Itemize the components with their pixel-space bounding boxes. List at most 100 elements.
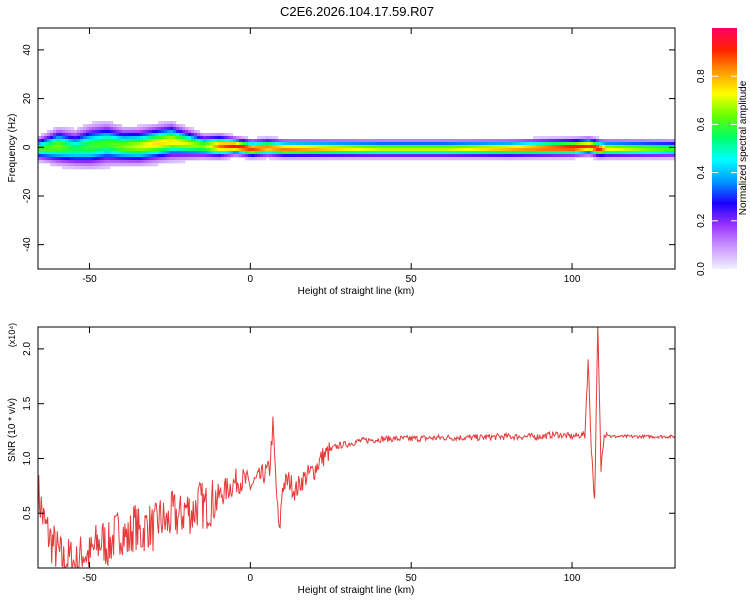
heatmap-cell xyxy=(527,139,531,143)
heatmap-cell xyxy=(392,157,396,161)
heatmap-cell xyxy=(218,157,222,161)
heatmap-cell xyxy=(260,148,264,152)
heatmap-cell xyxy=(593,157,597,161)
heatmap-cell xyxy=(377,148,381,152)
heatmap-cell xyxy=(341,151,345,155)
heatmap-cell xyxy=(164,130,168,134)
heatmap-cell xyxy=(194,151,198,155)
heatmap-cell xyxy=(230,148,234,152)
heatmap-cell xyxy=(524,139,528,143)
heatmap-cell xyxy=(56,133,60,137)
heatmap-cell xyxy=(530,145,534,149)
heatmap-cell xyxy=(518,142,522,146)
heatmap-cell xyxy=(602,151,606,155)
heatmap-cell xyxy=(449,151,453,155)
heatmap-cell xyxy=(344,139,348,143)
heatmap-cell xyxy=(542,157,546,161)
heatmap-cell xyxy=(530,148,534,152)
snr-frame xyxy=(37,326,676,569)
heatmap-cell xyxy=(95,130,99,134)
heatmap-cell xyxy=(434,154,438,158)
heatmap-cell xyxy=(344,148,348,152)
heatmap-cell xyxy=(623,142,627,146)
heatmap-cell xyxy=(311,148,315,152)
heatmap-cell xyxy=(77,157,81,161)
heatmap-cell xyxy=(167,151,171,155)
heatmap-cell xyxy=(536,157,540,161)
heatmap-cell xyxy=(269,142,273,146)
heatmap-cell xyxy=(338,145,342,149)
heatmap-cell xyxy=(86,166,90,170)
heatmap-cell xyxy=(161,121,165,125)
heatmap-cell xyxy=(608,142,612,146)
heatmap-cell xyxy=(227,145,231,149)
heatmap-cell xyxy=(107,121,111,125)
heatmap-cell xyxy=(557,139,561,143)
heatmap-cell xyxy=(584,145,588,149)
heatmap-cell xyxy=(320,157,324,161)
heatmap-cell xyxy=(119,163,123,167)
heatmap-cell xyxy=(299,148,303,152)
heatmap-cell xyxy=(41,160,45,164)
heatmap-cell xyxy=(53,130,57,134)
heatmap-cell xyxy=(431,145,435,149)
heatmap-cell xyxy=(575,148,579,152)
heatmap-cell xyxy=(452,151,456,155)
heatmap-cell xyxy=(461,154,465,158)
heatmap-cell xyxy=(449,145,453,149)
heatmap-cell xyxy=(464,139,468,143)
heatmap-cell xyxy=(533,136,537,140)
heatmap-cell xyxy=(110,130,114,134)
heatmap-cell xyxy=(410,145,414,149)
heatmap-cell xyxy=(161,160,165,164)
heatmap-cell xyxy=(332,151,336,155)
heatmap-cell xyxy=(221,151,225,155)
heatmap-cell xyxy=(245,145,249,149)
heatmap-cell xyxy=(425,154,429,158)
heatmap-cell xyxy=(152,151,156,155)
heatmap-cell xyxy=(527,151,531,155)
heatmap-cell xyxy=(365,148,369,152)
heatmap-cell xyxy=(419,151,423,155)
heatmap-cell xyxy=(221,142,225,146)
heatmap-cell xyxy=(122,160,126,164)
heatmap-cell xyxy=(218,142,222,146)
heatmap-cell xyxy=(95,133,99,137)
heatmap-cell xyxy=(263,154,267,158)
heatmap-cell xyxy=(158,121,162,125)
heatmap-cell xyxy=(308,142,312,146)
heatmap-cell xyxy=(539,145,543,149)
heatmap-cell xyxy=(203,148,207,152)
heatmap-cell xyxy=(326,157,330,161)
x-tick-label: -50 xyxy=(82,274,97,285)
heatmap-cell xyxy=(353,142,357,146)
heatmap-cell xyxy=(194,148,198,152)
heatmap-cell xyxy=(371,139,375,143)
heatmap-cell xyxy=(86,133,90,137)
heatmap-cell xyxy=(566,148,570,152)
heatmap-cell xyxy=(344,154,348,158)
heatmap-cell xyxy=(230,145,234,149)
heatmap-cell xyxy=(191,151,195,155)
heatmap-cell xyxy=(194,133,198,137)
heatmap-cell xyxy=(569,151,573,155)
heatmap-cell xyxy=(602,142,606,146)
heatmap-cell xyxy=(275,139,279,143)
heatmap-cell xyxy=(152,130,156,134)
heatmap-cell xyxy=(533,157,537,161)
heatmap-cell xyxy=(242,151,246,155)
heatmap-cell xyxy=(497,157,501,161)
heatmap-cell xyxy=(110,163,114,167)
heatmap-cell xyxy=(578,136,582,140)
heatmap-cell xyxy=(167,127,171,131)
heatmap-cell xyxy=(191,154,195,158)
heatmap-cell xyxy=(128,145,132,149)
snr-y-axis-label: SNR (10 * v/v) xyxy=(7,398,18,462)
heatmap-cell xyxy=(170,136,174,140)
heatmap-cell xyxy=(92,166,96,170)
heatmap-cell xyxy=(446,157,450,161)
heatmap-cell xyxy=(68,154,72,158)
heatmap-cell xyxy=(413,145,417,149)
heatmap-cell xyxy=(86,145,90,149)
heatmap-cell xyxy=(182,160,186,164)
